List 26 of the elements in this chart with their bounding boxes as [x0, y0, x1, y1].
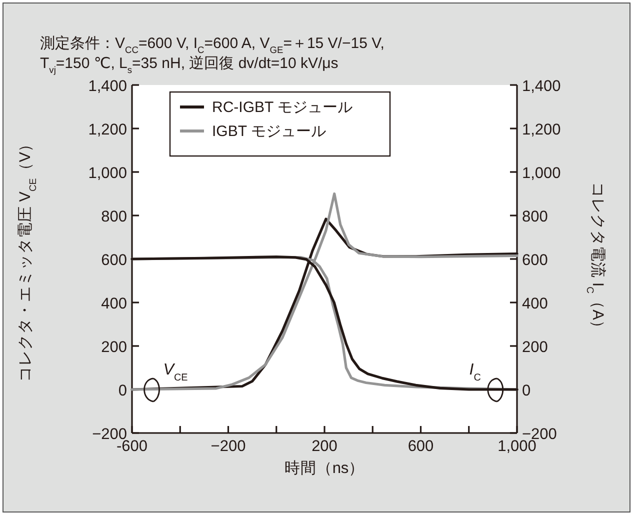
y-tick-label: 400	[101, 296, 128, 312]
y-tick-label: 800	[101, 208, 128, 226]
y-tick-label: 1,000	[88, 165, 128, 182]
y2-tick-label: 200	[522, 339, 548, 356]
legend-label: IGBT モジュール	[212, 123, 326, 140]
y2-tick-label: 1,400	[522, 78, 562, 95]
x-tick-label: 200	[312, 438, 338, 455]
x-tick-label: 600	[408, 438, 434, 455]
legend-label: RC-IGBT モジュール	[212, 99, 353, 116]
y2-tick-label: 600	[522, 252, 548, 269]
y-tick-label: 0	[118, 382, 128, 400]
y-tick-label: 600	[101, 252, 128, 269]
x-axis-title: 時間（ns）	[284, 459, 365, 477]
chart-title: 測定条件：V$_{CC}$=600 V, I$_{C}$=600 A, V$_{GE}$=＋15 V/−15 V,	[40, 35, 384, 55]
y2-tick-label: 0	[522, 382, 531, 400]
y2-tick-label: 1,000	[522, 165, 562, 182]
y2-tick-label: 800	[522, 208, 548, 226]
y2-tick-label: 1,200	[522, 122, 562, 138]
y-tick-label: 1,200	[88, 122, 128, 138]
y-tick-label: 1,400	[88, 78, 128, 95]
chart-subtitle: T$_{vj}$=150 ℃, L$_{s}$=35 nH, 逆回復 dv/dt=10 kV/μs	[40, 55, 338, 75]
annotation: I$_{C}$	[469, 362, 481, 383]
y2-tick-label: 400	[522, 296, 548, 312]
annotation: V$_{CE}$	[163, 362, 188, 383]
x-tick-label: −200	[210, 438, 246, 455]
y-tick-label: 200	[101, 339, 128, 356]
